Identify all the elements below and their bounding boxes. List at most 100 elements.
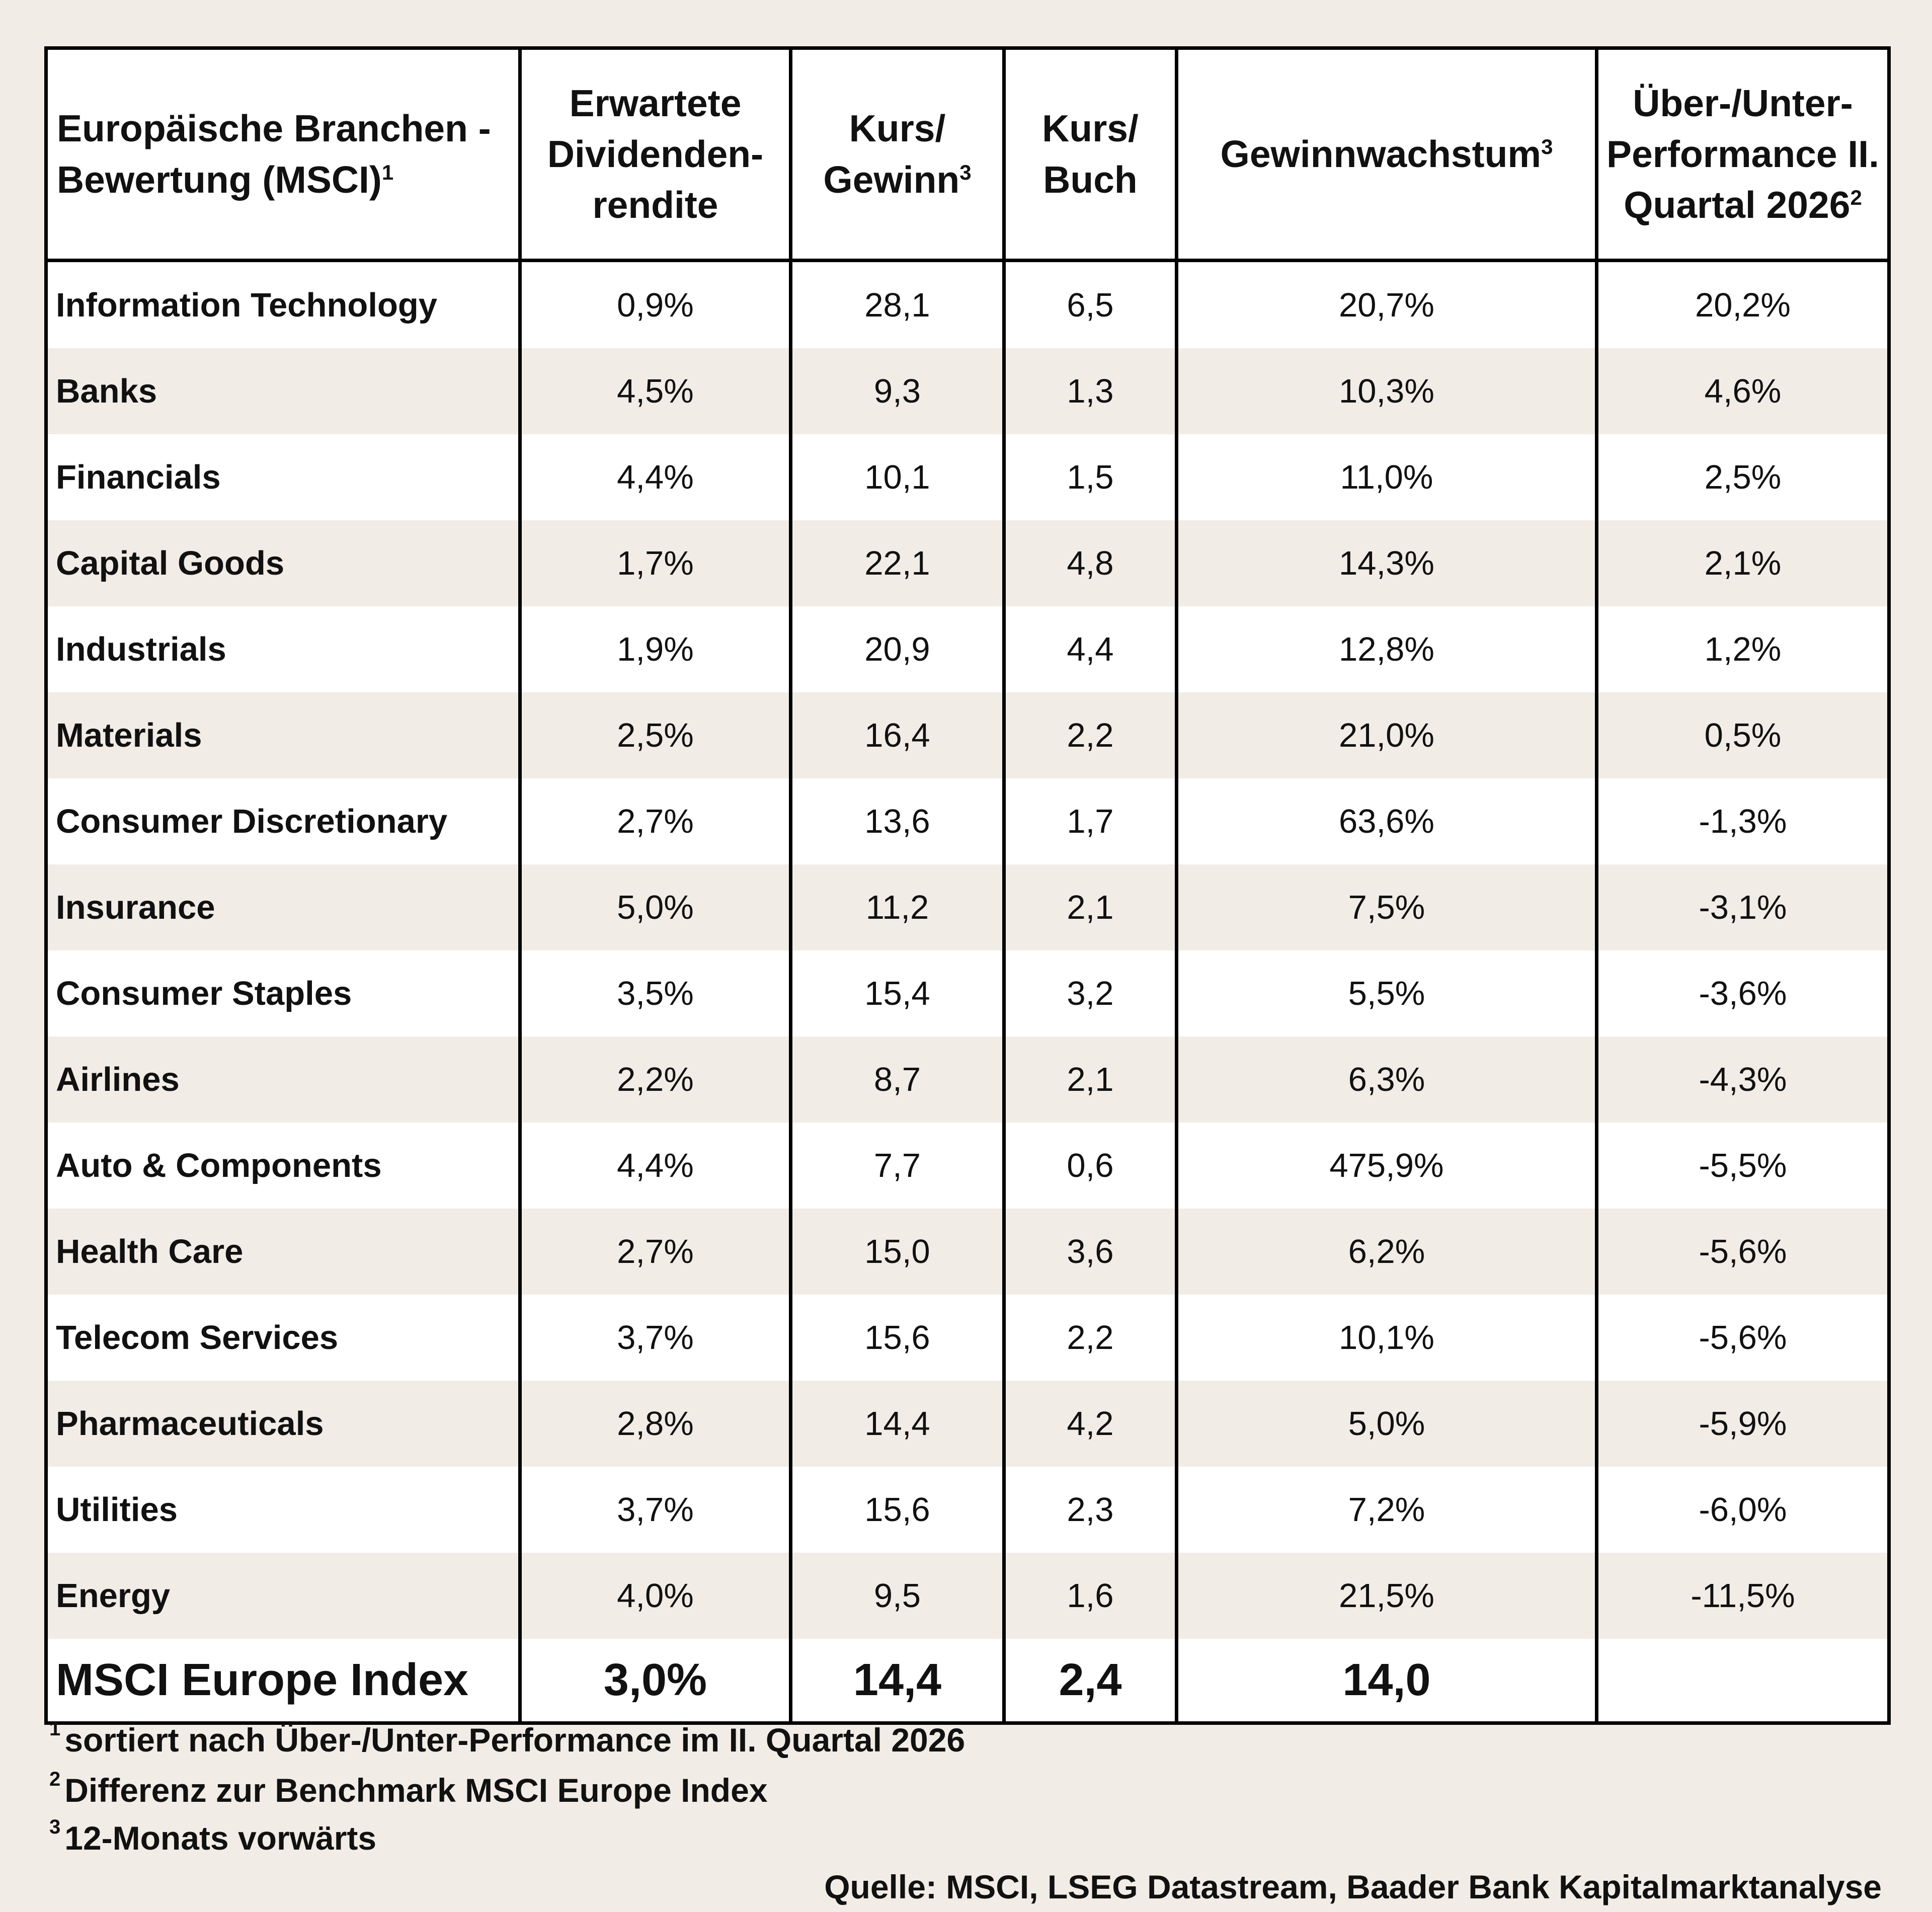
cell-price-earnings: 20,9 bbox=[790, 606, 1006, 692]
cell-performance: -4,3% bbox=[1596, 1037, 1889, 1123]
cell-dividend-yield: 2,2% bbox=[520, 1037, 792, 1123]
cell-price-book: 4,4 bbox=[1004, 606, 1178, 692]
cell-earnings-growth: 21,0% bbox=[1176, 692, 1598, 778]
cell-price-book: 3,2 bbox=[1004, 950, 1178, 1037]
cell-performance: 2,1% bbox=[1596, 520, 1889, 606]
cell-price-book: 1,5 bbox=[1004, 434, 1178, 520]
header-earnings-growth: Gewinnwachstum3 bbox=[1176, 48, 1598, 262]
cell-sector: Pharmaceuticals bbox=[46, 1381, 522, 1467]
cell-price-book: 1,7 bbox=[1004, 778, 1178, 864]
cell-earnings-growth: 10,1% bbox=[1176, 1295, 1598, 1381]
cell-sector: Consumer Staples bbox=[46, 950, 522, 1037]
cell-earnings-growth: 11,0% bbox=[1176, 434, 1598, 520]
cell-dividend-yield: 2,5% bbox=[520, 692, 792, 778]
header-sector-footnote-mark: 1 bbox=[381, 160, 394, 184]
cell-price-book: 2,2 bbox=[1004, 692, 1178, 778]
table-row: Materials 2,5% 16,4 2,2 21,0% 0,5% bbox=[46, 692, 1889, 778]
header-price-book: Kurs/ Buch bbox=[1004, 48, 1178, 262]
footnote-2-text: Differenz zur Benchmark MSCI Europe Inde… bbox=[64, 1772, 768, 1809]
index-cell-price-earnings: 14,4 bbox=[790, 1639, 1006, 1723]
cell-price-earnings: 8,7 bbox=[790, 1037, 1006, 1123]
cell-price-book: 4,2 bbox=[1004, 1381, 1178, 1467]
table-body: Information Technology 0,9% 28,1 6,5 20,7% 20… bbox=[46, 260, 1889, 1723]
cell-performance: -3,1% bbox=[1596, 864, 1889, 950]
footnote-1: 1 sortiert nach Über-/Unter-Performance i… bbox=[49, 1718, 965, 1759]
cell-price-book: 1,6 bbox=[1004, 1553, 1178, 1639]
cell-performance: -11,5% bbox=[1596, 1553, 1889, 1639]
index-cell-sector: MSCI Europe Index bbox=[46, 1639, 522, 1723]
cell-performance: 2,5% bbox=[1596, 434, 1889, 520]
header-earnings-growth-label: Gewinnwachstum bbox=[1220, 132, 1542, 175]
cell-performance: 4,6% bbox=[1596, 348, 1889, 434]
cell-price-earnings: 16,4 bbox=[790, 692, 1006, 778]
cell-dividend-yield: 1,9% bbox=[520, 606, 792, 692]
cell-performance: -5,5% bbox=[1596, 1123, 1889, 1209]
cell-dividend-yield: 2,7% bbox=[520, 778, 792, 864]
cell-sector: Capital Goods bbox=[46, 520, 522, 606]
cell-sector: Airlines bbox=[46, 1037, 522, 1123]
header-price-earnings-footnote-mark: 3 bbox=[959, 160, 972, 184]
table-row: Telecom Services 3,7% 15,6 2,2 10,1% -5,6% bbox=[46, 1295, 1889, 1381]
cell-dividend-yield: 5,0% bbox=[520, 864, 792, 950]
cell-performance: -5,6% bbox=[1596, 1295, 1889, 1381]
source-note: Quelle: MSCI, LSEG Datastream, Baader Ba… bbox=[824, 1868, 1882, 1905]
cell-dividend-yield: 2,8% bbox=[520, 1381, 792, 1467]
cell-price-book: 2,3 bbox=[1004, 1467, 1178, 1553]
table-row: Capital Goods 1,7% 22,1 4,8 14,3% 2,1% bbox=[46, 520, 1889, 606]
footnote-3-mark: 3 bbox=[49, 1816, 61, 1838]
table-row: Consumer Discretionary 2,7% 13,6 1,7 63,6% -1… bbox=[46, 778, 1889, 864]
cell-price-book: 1,3 bbox=[1004, 348, 1178, 434]
cell-earnings-growth: 475,9% bbox=[1176, 1123, 1598, 1209]
table-row: Banks 4,5% 9,3 1,3 10,3% 4,6% bbox=[46, 348, 1889, 434]
cell-price-earnings: 22,1 bbox=[790, 520, 1006, 606]
cell-earnings-growth: 14,3% bbox=[1176, 520, 1598, 606]
cell-price-earnings: 15,6 bbox=[790, 1467, 1006, 1553]
footnote-1-mark: 1 bbox=[49, 1718, 61, 1740]
cell-performance: -1,3% bbox=[1596, 778, 1889, 864]
footnote-3: 3 12-Monats vorwärts bbox=[49, 1816, 376, 1857]
cell-dividend-yield: 4,5% bbox=[520, 348, 792, 434]
cell-dividend-yield: 3,7% bbox=[520, 1467, 792, 1553]
cell-sector: Energy bbox=[46, 1553, 522, 1639]
cell-sector: Insurance bbox=[46, 864, 522, 950]
cell-price-earnings: 11,2 bbox=[790, 864, 1006, 950]
table-row: Industrials 1,9% 20,9 4,4 12,8% 1,2% bbox=[46, 606, 1889, 692]
cell-price-earnings: 15,4 bbox=[790, 950, 1006, 1037]
cell-price-earnings: 7,7 bbox=[790, 1123, 1006, 1209]
header-price-earnings-label: Kurs/ Gewinn bbox=[823, 107, 960, 201]
footnote-1-text: sortiert nach Über-/Unter-Performance im… bbox=[64, 1721, 965, 1759]
cell-price-earnings: 9,3 bbox=[790, 348, 1006, 434]
cell-price-earnings: 15,0 bbox=[790, 1209, 1006, 1295]
footnote-2: 2 Differenz zur Benchmark MSCI Europe Ind… bbox=[49, 1768, 768, 1809]
cell-performance: -6,0% bbox=[1596, 1467, 1889, 1553]
cell-dividend-yield: 1,7% bbox=[520, 520, 792, 606]
cell-price-book: 4,8 bbox=[1004, 520, 1178, 606]
cell-price-book: 2,2 bbox=[1004, 1295, 1178, 1381]
cell-earnings-growth: 7,5% bbox=[1176, 864, 1598, 950]
cell-price-earnings: 13,6 bbox=[790, 778, 1006, 864]
cell-sector: Financials bbox=[46, 434, 522, 520]
header-sector: Europäische Branchen - Bewertung (MSCI)1 bbox=[46, 48, 522, 262]
cell-sector: Industrials bbox=[46, 606, 522, 692]
index-row: MSCI Europe Index 3,0% 14,4 2,4 14,0 bbox=[46, 1639, 1889, 1723]
table-row: Energy 4,0% 9,5 1,6 21,5% -11,5% bbox=[46, 1553, 1889, 1639]
cell-price-book: 2,1 bbox=[1004, 864, 1178, 950]
header-price-book-label: Kurs/ Buch bbox=[1042, 107, 1139, 201]
cell-earnings-growth: 10,3% bbox=[1176, 348, 1598, 434]
cell-price-earnings: 14,4 bbox=[790, 1381, 1006, 1467]
index-cell-dividend-yield: 3,0% bbox=[520, 1639, 792, 1723]
cell-dividend-yield: 3,5% bbox=[520, 950, 792, 1037]
cell-performance: 20,2% bbox=[1596, 260, 1889, 348]
cell-performance: 1,2% bbox=[1596, 606, 1889, 692]
cell-price-earnings: 15,6 bbox=[790, 1295, 1006, 1381]
table-row: Utilities 3,7% 15,6 2,3 7,2% -6,0% bbox=[46, 1467, 1889, 1553]
cell-earnings-growth: 20,7% bbox=[1176, 260, 1598, 348]
index-cell-earnings-growth: 14,0 bbox=[1176, 1639, 1598, 1723]
header-performance: Über-/Unter-Performance II. Quartal 2026… bbox=[1596, 48, 1889, 262]
cell-earnings-growth: 21,5% bbox=[1176, 1553, 1598, 1639]
cell-performance: -5,9% bbox=[1596, 1381, 1889, 1467]
cell-dividend-yield: 4,4% bbox=[520, 434, 792, 520]
cell-performance: 0,5% bbox=[1596, 692, 1889, 778]
cell-earnings-growth: 6,3% bbox=[1176, 1037, 1598, 1123]
cell-sector: Information Technology bbox=[46, 260, 522, 348]
